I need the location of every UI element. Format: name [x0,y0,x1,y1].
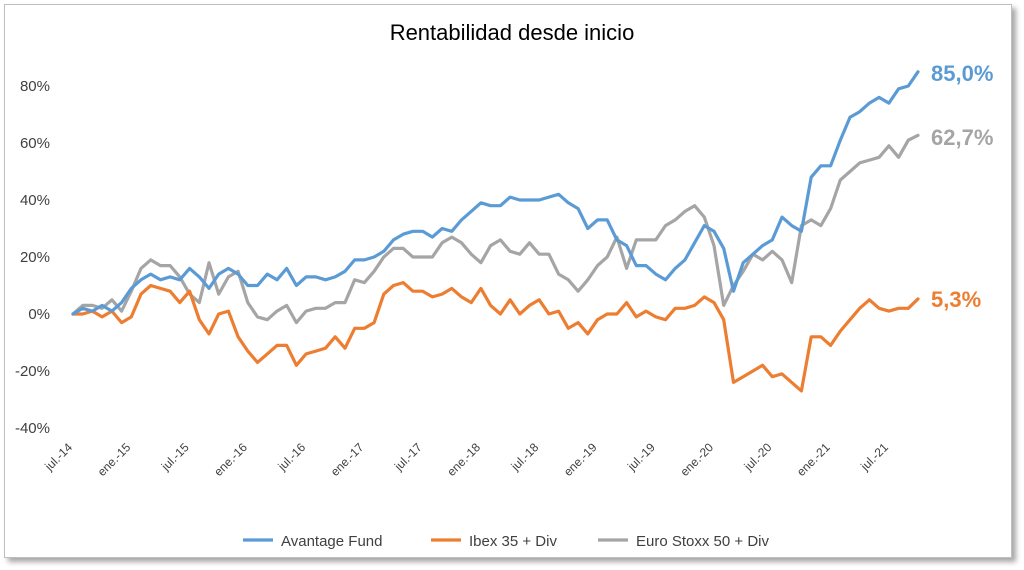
legend-label: Ibex 35 + Div [469,533,557,550]
y-tick-label: 80% [20,78,50,95]
x-axis: jul.-14 ene.-15 jul.-15 ene.-16 jul.-16 ene.-… [41,440,891,479]
x-tick-label: ene.-17 [328,440,367,479]
x-tick-label: ene.-16 [211,440,250,479]
legend-label: Euro Stoxx 50 + Div [636,533,769,550]
y-tick-label: 20% [20,249,50,266]
x-tick-label: jul.-21 [857,440,891,474]
legend: Avantage Fund Ibex 35 + Div Euro Stoxx 50 … [243,533,769,550]
x-tick-label: jul.-16 [275,440,309,474]
y-tick-label: 0% [28,306,50,323]
x-tick-label: ene.-15 [95,440,134,479]
y-axis: 80% 60% 40% 20% 0% -20% -40% [15,78,50,437]
x-tick-label: ene.-20 [677,440,716,479]
y-tick-label: 60% [20,135,50,152]
series-line-1 [71,281,920,393]
x-tick-label: jul.-19 [624,440,658,474]
series-line-0 [71,70,920,316]
series-lines [71,70,920,393]
series-line-2 [71,133,920,325]
end-value-label: 85,0% [931,61,993,86]
x-tick-label: ene.-18 [444,440,483,479]
y-tick-label: -40% [15,420,50,437]
x-tick-label: jul.-15 [158,440,192,474]
x-tick-label: ene.-19 [561,440,600,479]
legend-label: Avantage Fund [281,533,382,550]
end-labels: 85,0% 5,3% 62,7% [931,61,993,312]
x-tick-label: jul.-20 [741,440,775,474]
chart-frame [4,4,1012,558]
chart-title: Rentabilidad desde inicio [390,20,635,45]
x-tick-label: jul.-18 [508,440,542,474]
x-tick-label: ene.-21 [794,440,833,479]
end-value-label: 5,3% [931,287,981,312]
x-tick-label: jul.-17 [391,440,425,474]
end-value-label: 62,7% [931,125,993,150]
y-tick-label: 40% [20,192,50,209]
x-tick-label: jul.-14 [41,440,75,474]
y-tick-label: -20% [15,363,50,380]
